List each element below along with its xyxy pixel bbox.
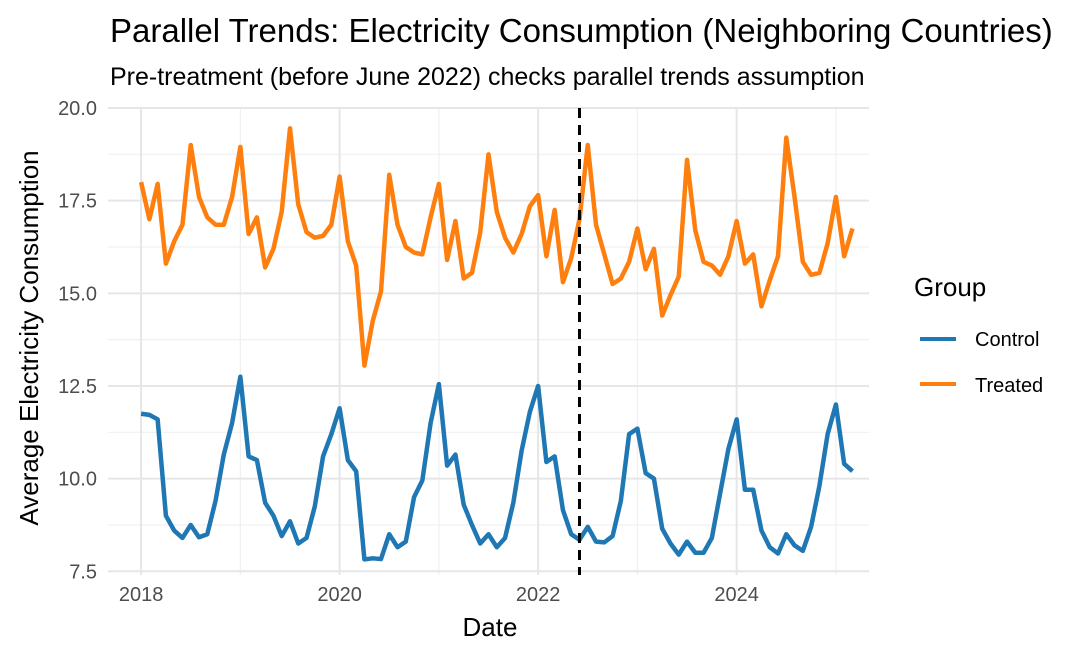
x-tick-label: 2024 <box>714 584 759 606</box>
legend-label-control: Control <box>975 329 1039 351</box>
x-tick-label: 2022 <box>516 584 561 606</box>
x-tick-label: 2018 <box>119 584 164 606</box>
grid-major <box>108 107 869 575</box>
y-axis-tick-labels: 7.5 10.0 12.5 15.0 17.5 20.0 <box>58 98 97 583</box>
legend-label-treated: Treated <box>975 375 1043 397</box>
y-tick-label: 10.0 <box>58 469 97 491</box>
x-tick-label: 2020 <box>317 584 362 606</box>
x-axis-tick-labels: 2018 2020 2022 2024 <box>119 584 759 606</box>
y-tick-label: 12.5 <box>58 376 97 398</box>
legend: Group Control Treated <box>914 272 1043 397</box>
y-tick-label: 7.5 <box>69 561 97 583</box>
y-axis-title: Average Electricity Consumption <box>14 150 44 525</box>
series-lines <box>138 126 855 562</box>
y-tick-label: 17.5 <box>58 191 97 213</box>
series-line-control <box>140 374 854 562</box>
chart-subtitle: Pre-treatment (before June 2022) checks … <box>110 63 865 91</box>
chart-title: Parallel Trends: Electricity Consumption… <box>110 12 1053 49</box>
series-line-treated <box>138 126 855 368</box>
legend-title: Group <box>914 272 986 302</box>
y-tick-label: 15.0 <box>58 283 97 305</box>
y-tick-label: 20.0 <box>58 98 97 120</box>
x-axis-title: Date <box>463 612 518 642</box>
